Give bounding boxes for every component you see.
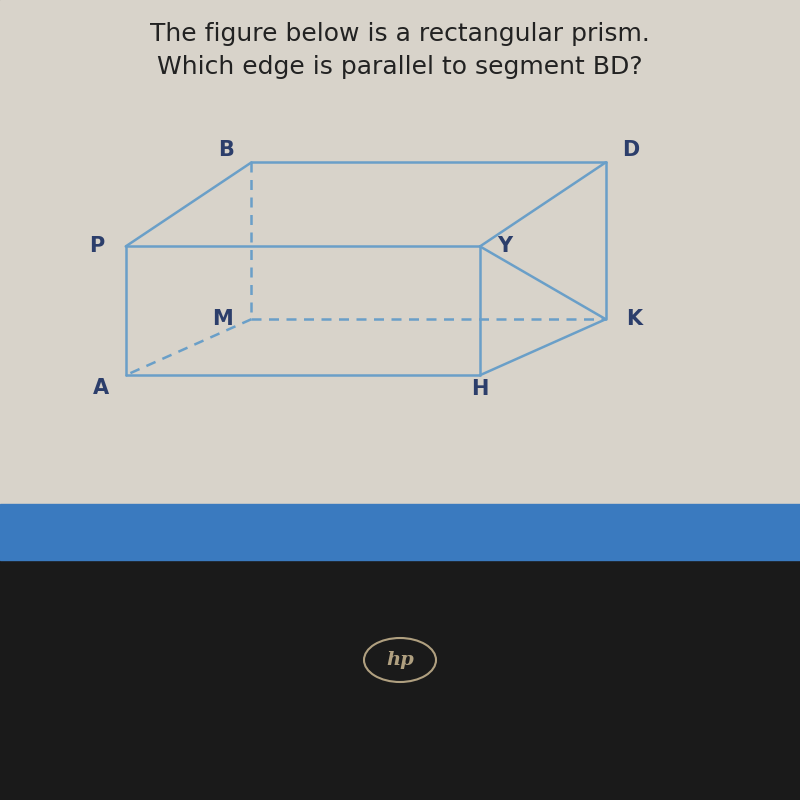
Text: Which edge is parallel to segment BD?: Which edge is parallel to segment BD? xyxy=(157,55,643,79)
Text: hp: hp xyxy=(386,651,414,669)
Text: H: H xyxy=(471,379,489,399)
Text: A: A xyxy=(93,378,109,398)
Bar xyxy=(0,0,800,532)
Text: The figure below is a rectangular prism.: The figure below is a rectangular prism. xyxy=(150,22,650,46)
Text: D: D xyxy=(622,140,639,160)
Bar xyxy=(0,504,800,560)
Text: K: K xyxy=(626,310,642,330)
Text: B: B xyxy=(218,140,234,160)
Text: M: M xyxy=(213,310,234,330)
Text: Y: Y xyxy=(498,237,513,256)
Text: hp: hp xyxy=(382,648,418,672)
Text: P: P xyxy=(90,237,105,256)
Ellipse shape xyxy=(364,638,436,682)
